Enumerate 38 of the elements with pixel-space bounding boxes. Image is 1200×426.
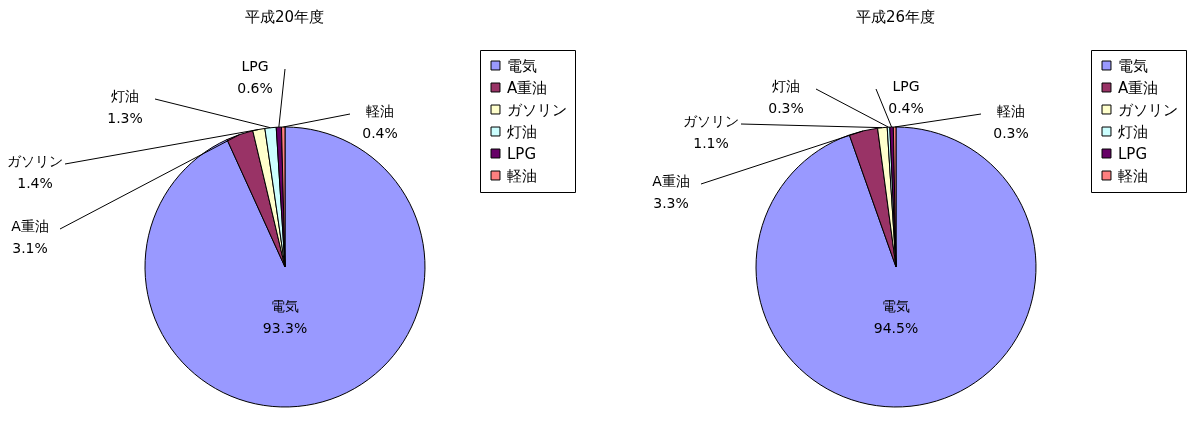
data-label: 0.3% bbox=[993, 125, 1029, 141]
data-label: 0.6% bbox=[237, 80, 273, 96]
slice-label: A重油 bbox=[652, 173, 690, 189]
legend-label: 軽油 bbox=[507, 166, 537, 185]
legend-label: ガソリン bbox=[1118, 100, 1178, 119]
data-label: 3.3% bbox=[653, 195, 689, 211]
legend-label: 灯油 bbox=[507, 122, 537, 141]
data-label: 1.4% bbox=[17, 175, 53, 191]
slice-label: LPG bbox=[241, 58, 269, 74]
legend-label: 電気 bbox=[507, 56, 537, 75]
data-label: 0.4% bbox=[362, 125, 398, 141]
legend-label: LPG bbox=[507, 144, 537, 163]
data-label: 0.3% bbox=[768, 100, 804, 116]
legend-label: 軽油 bbox=[1118, 166, 1148, 185]
slice-label: ガソリン bbox=[683, 113, 739, 129]
slice-label: 電気 bbox=[882, 298, 910, 314]
slice-label: 電気 bbox=[271, 298, 299, 314]
data-label: 0.4% bbox=[888, 100, 924, 116]
slice-label: A重油 bbox=[11, 218, 49, 234]
slice-label: LPG bbox=[892, 78, 920, 94]
slice-label: 軽油 bbox=[997, 103, 1025, 119]
chart-title: 平成26年度 bbox=[856, 8, 936, 26]
slice-label: 灯油 bbox=[111, 88, 139, 104]
legend-label: 灯油 bbox=[1118, 122, 1148, 141]
legend-label: LPG bbox=[1118, 144, 1148, 163]
slice-label: 軽油 bbox=[366, 103, 394, 119]
data-label: 93.3% bbox=[262, 320, 308, 336]
data-label: 1.3% bbox=[107, 110, 143, 126]
data-label: 94.5% bbox=[873, 320, 919, 336]
legend-label: 電気 bbox=[1118, 56, 1148, 75]
legend-label: A重油 bbox=[1118, 78, 1159, 97]
legend-label: ガソリン bbox=[507, 100, 567, 119]
slice-label: 灯油 bbox=[772, 78, 800, 94]
legend-label: A重油 bbox=[507, 78, 548, 97]
data-label: 3.1% bbox=[12, 240, 48, 256]
chart-title: 平成20年度 bbox=[245, 8, 325, 26]
slice-label: ガソリン bbox=[7, 153, 63, 169]
data-label: 1.1% bbox=[693, 135, 729, 151]
